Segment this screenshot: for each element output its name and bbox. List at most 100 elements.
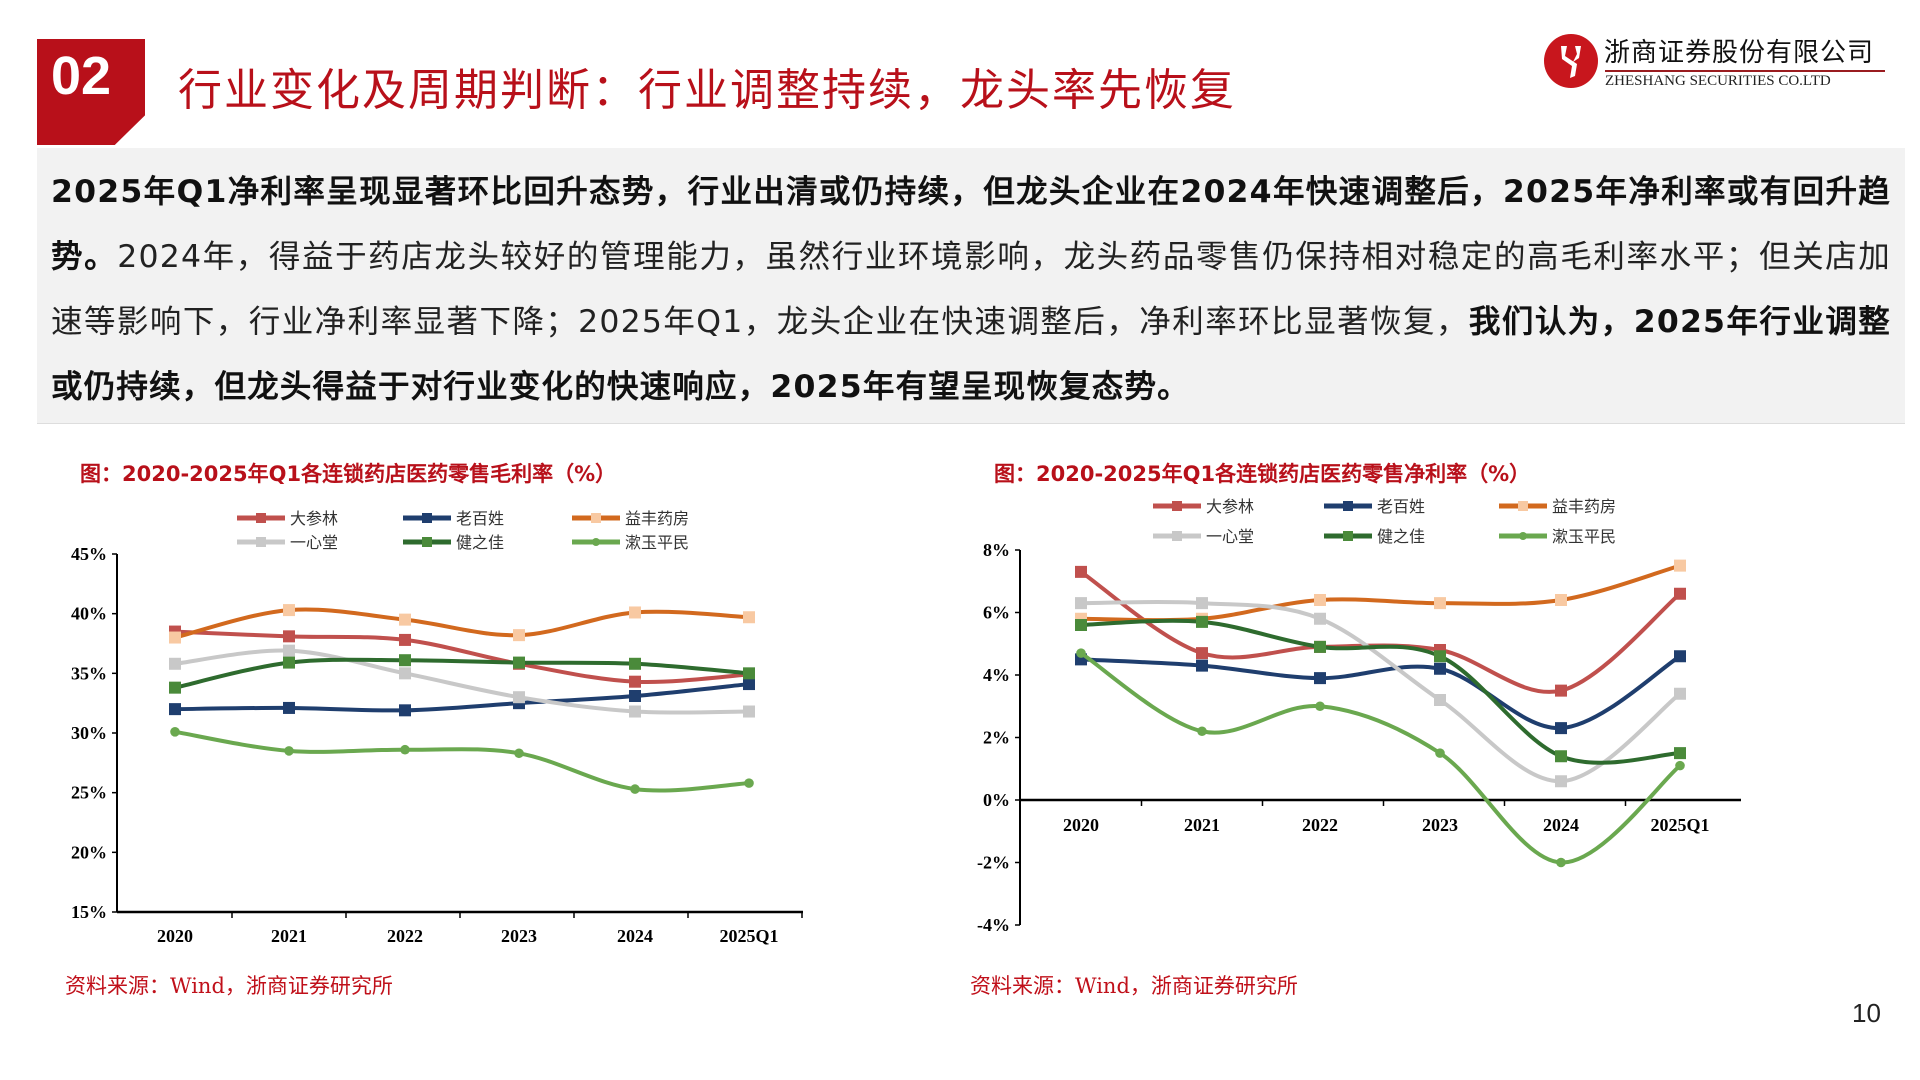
data-point <box>422 513 432 523</box>
data-point <box>1172 531 1182 541</box>
legend-label: 健之佳 <box>1377 527 1425 546</box>
data-point <box>1314 640 1326 653</box>
x-tick-label: 2025Q1 <box>719 926 778 946</box>
data-point <box>283 604 295 617</box>
summary-text: 2025年Q1净利率呈现显著环比回升态势，行业出清或仍持续，但龙头企业在2024… <box>51 160 1891 420</box>
x-tick-label: 2023 <box>501 926 537 946</box>
gross-margin-chart-title: 图：2020-2025年Q1各连锁药店医药零售毛利率（%） <box>80 462 617 486</box>
data-point <box>1314 594 1326 606</box>
data-point <box>1674 587 1686 600</box>
data-point <box>1075 619 1087 631</box>
data-point <box>1343 531 1353 541</box>
x-tick-label: 2022 <box>1302 815 1338 835</box>
legend-label: 一心堂 <box>1206 527 1254 546</box>
data-point <box>1196 597 1208 610</box>
legend-label: 老百姓 <box>456 509 504 528</box>
x-tick-label: 2021 <box>1184 815 1220 835</box>
net-margin-chart-title: 图：2020-2025年Q1各连锁药店医药零售净利率（%） <box>994 462 1531 486</box>
data-point <box>1674 650 1686 663</box>
data-point <box>169 657 181 670</box>
legend-label: 大参林 <box>290 509 338 528</box>
data-point <box>283 644 295 657</box>
gross-margin-source: 资料来源：Wind，浙商证券研究所 <box>65 974 393 998</box>
data-point <box>1435 748 1445 758</box>
y-tick-label: 6% <box>983 603 1010 623</box>
logo-mark-icon <box>1544 34 1598 88</box>
data-point <box>744 778 754 788</box>
data-point <box>592 538 600 546</box>
data-point <box>1434 650 1446 663</box>
data-point <box>399 654 411 667</box>
logo-en-text: ZHESHANG SECURITIES CO.LTD <box>1605 73 1831 89</box>
series-line-一心堂 <box>1079 599 1682 784</box>
series-line-一心堂 <box>173 648 751 715</box>
data-point <box>629 690 641 703</box>
y-tick-label: 15% <box>71 902 107 922</box>
data-point <box>283 630 295 643</box>
legend-label: 一心堂 <box>290 533 338 552</box>
data-point <box>513 629 525 642</box>
data-point <box>1519 532 1527 540</box>
summary-box: 2025年Q1净利率呈现显著环比回升态势，行业出清或仍持续，但龙头企业在2024… <box>37 148 1905 424</box>
net-margin-source: 资料来源：Wind，浙商证券研究所 <box>970 974 1298 998</box>
data-point <box>1314 612 1326 625</box>
series-line-漱玉平民 <box>173 729 751 793</box>
x-tick-label: 2021 <box>271 926 307 946</box>
y-tick-label: 4% <box>983 665 1010 685</box>
data-point <box>1075 597 1087 610</box>
data-point <box>399 667 411 680</box>
data-point <box>514 748 524 759</box>
data-point <box>169 681 181 694</box>
data-point <box>1555 775 1567 788</box>
data-point <box>399 704 411 717</box>
legend-label: 益丰药房 <box>625 509 689 528</box>
legend-label: 漱玉平民 <box>625 533 689 552</box>
data-point <box>629 606 641 619</box>
y-tick-label: 0% <box>983 790 1010 810</box>
data-point <box>170 727 180 737</box>
data-point <box>169 703 181 716</box>
series-line-大参林 <box>173 629 751 684</box>
y-tick-label: 30% <box>71 723 107 743</box>
summary-normal: 2024年，得益于药店龙头较好的管理能力，虽然行业环境影响，龙头药品零售仍保持相… <box>51 239 1891 340</box>
data-point <box>1196 615 1208 628</box>
data-point <box>629 675 641 688</box>
data-point <box>284 746 294 756</box>
data-point <box>743 611 755 624</box>
data-point <box>1314 672 1326 685</box>
data-point <box>256 513 266 523</box>
data-point <box>743 705 755 718</box>
y-tick-label: 2% <box>983 728 1010 748</box>
logo-divider <box>1605 70 1885 72</box>
data-point <box>1434 662 1446 675</box>
data-point <box>630 784 640 794</box>
data-point <box>1196 647 1208 660</box>
data-point <box>1434 694 1446 706</box>
summary-bold-1: 2025年Q1净利率呈现显著环比回升态势，行业出清或仍持续，但龙头企业在2024… <box>51 174 1891 275</box>
data-point <box>1674 747 1686 760</box>
data-point <box>743 678 755 691</box>
series-line-健之佳 <box>173 657 751 690</box>
y-tick-label: 25% <box>71 783 107 803</box>
data-point <box>1556 857 1566 868</box>
y-tick-label: 8% <box>983 540 1010 560</box>
x-tick-label: 2023 <box>1422 815 1458 835</box>
data-point <box>629 657 641 670</box>
data-point <box>399 613 411 626</box>
y-tick-label: 20% <box>71 842 107 862</box>
data-point <box>1196 659 1208 672</box>
x-tick-label: 2020 <box>157 926 193 946</box>
x-tick-label: 2024 <box>1543 815 1579 835</box>
data-point <box>513 656 525 669</box>
y-tick-label: -2% <box>977 853 1010 873</box>
data-point <box>1555 684 1567 697</box>
series-line-老百姓 <box>173 682 751 713</box>
x-tick-label: 2025Q1 <box>1650 815 1709 835</box>
series-line-益丰药房 <box>173 607 751 640</box>
legend-label: 老百姓 <box>1377 497 1425 516</box>
x-tick-label: 2022 <box>387 926 423 946</box>
data-point <box>1197 726 1207 737</box>
data-point <box>743 667 755 680</box>
data-point <box>1075 565 1087 578</box>
